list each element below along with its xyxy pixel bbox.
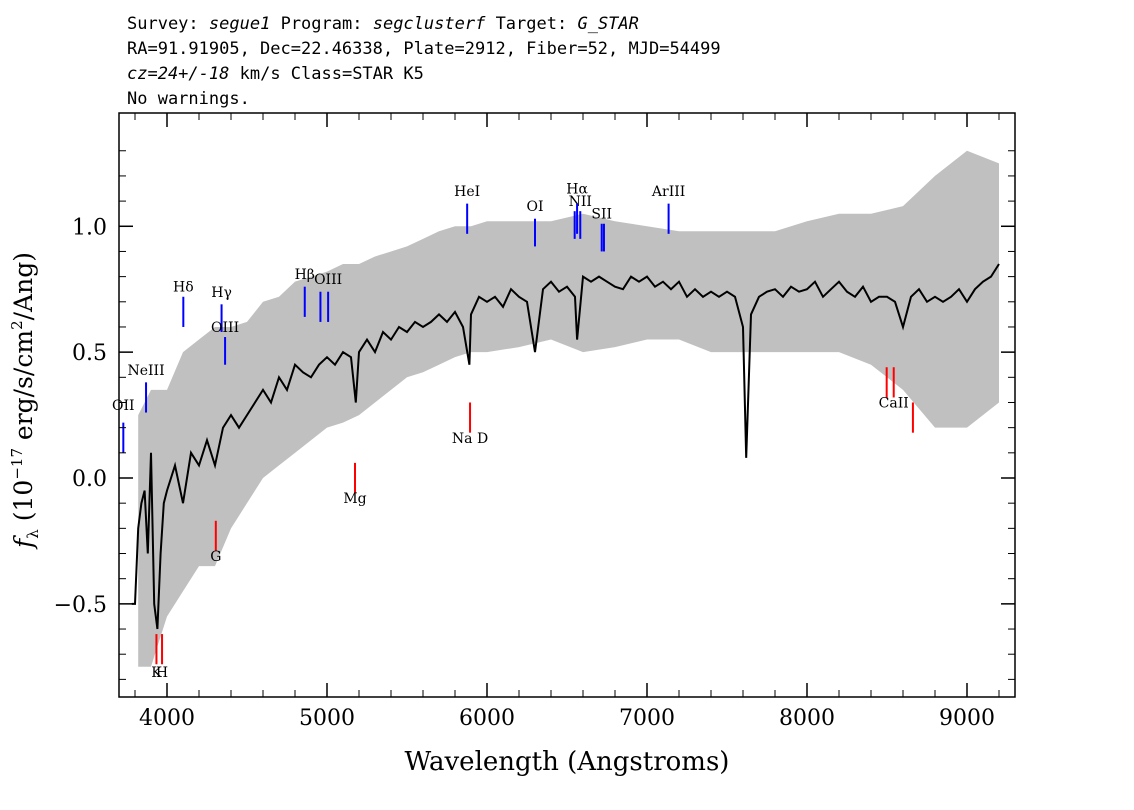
emission-label-ariii: ArIII (651, 184, 685, 200)
y-tick-label: 0.5 (72, 341, 107, 366)
emission-label-hβ: Hβ (295, 267, 315, 283)
emission-label-oii: OII (112, 398, 135, 414)
redshift-value: cz=24+/-18 (127, 64, 230, 84)
x-tick-label: 9000 (939, 706, 995, 731)
plot-frame (118, 112, 1016, 698)
y-tick-label: −0.5 (54, 593, 107, 618)
target-label: Target: (495, 14, 568, 34)
survey-label: Survey: (127, 14, 199, 34)
target-value: G_STAR (577, 14, 639, 34)
program-value: segclusterf (372, 14, 486, 34)
y-tick-label: 0.0 (72, 467, 107, 492)
header-line-warnings: No warnings. (127, 89, 250, 109)
spectrum-header: Survey: segue1 Program: segclusterf Targ… (127, 12, 721, 112)
emission-label-hα: Hα (566, 182, 588, 198)
absorption-label-h: H (156, 665, 168, 681)
absorption-label-mg: Mg (343, 491, 366, 507)
emission-label-oiii: OIII (314, 272, 342, 288)
emission-label-neiii: NeIII (127, 363, 164, 379)
error-envelope-band (138, 150, 999, 667)
x-tick-label: 5000 (299, 706, 355, 731)
absorption-label-g: G (210, 549, 221, 565)
x-tick-label: 6000 (459, 706, 515, 731)
emission-label-hei: HeI (454, 184, 480, 200)
header-line-coordinates: RA=91.91905, Dec=22.46338, Plate=2912, F… (127, 39, 721, 59)
emission-label-hγ: Hγ (211, 285, 232, 301)
y-axis-label: fλ (10−17 erg/s/cm2/Ang) (8, 252, 42, 550)
absorption-label-k: K (151, 665, 162, 681)
emission-label-sii: SII (591, 207, 612, 223)
program-label: Program: (280, 14, 363, 34)
flux-line (131, 263, 1000, 630)
emission-label-oiii: OIII (211, 320, 239, 336)
axis-ticks: 4000 5000 6000 7000 8000 9000 −0.5 0.0 0.5 1.0 (54, 113, 1015, 731)
error-envelope (138, 150, 999, 667)
absorption-label-caii: CaII (879, 396, 909, 412)
emission-label-nii: NII (569, 194, 592, 210)
y-tick-label: 1.0 (72, 215, 107, 240)
header-line-redshift: cz=24+/-18 km/s Class=STAR K5 (127, 62, 721, 87)
survey-value: segue1 (208, 14, 271, 34)
absorption-label-na-d: Na D (452, 431, 488, 447)
x-tick-label: 7000 (619, 706, 675, 731)
header-line-survey: Survey: segue1 Program: segclusterf Targ… (127, 12, 721, 37)
emission-label-hδ: Hδ (173, 280, 194, 296)
class-value: km/s Class=STAR K5 (239, 64, 424, 84)
x-axis-label: Wavelength (Angstroms) (405, 747, 730, 777)
emission-label-oi: OI (526, 199, 543, 215)
x-tick-label: 4000 (139, 706, 195, 731)
x-tick-label: 8000 (779, 706, 835, 731)
flux-line-layer (131, 263, 1000, 630)
